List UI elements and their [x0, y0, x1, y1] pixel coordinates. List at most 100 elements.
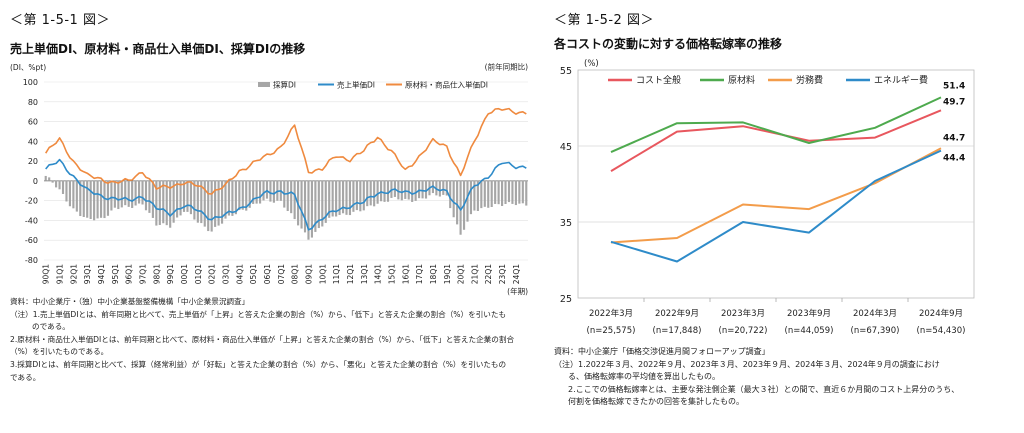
saisan-di-bar [345, 180, 348, 215]
legend-swatch [258, 82, 270, 87]
x-tick-label: 2023年9月 [787, 308, 831, 319]
y-axis-label: (%) [584, 59, 599, 69]
saisan-di-bar [411, 180, 414, 202]
right-note-line: 2.ここでの価格転嫁率とは、主要な発注側企業（最大３社）との間で、直近６か月間の… [568, 384, 960, 394]
saisan-di-bar [245, 180, 248, 211]
x-tick-label: 22Q1 [484, 264, 493, 284]
x-tick-label: 90Q1 [42, 264, 51, 284]
saisan-di-bar [362, 180, 365, 211]
saisan-di-bar [324, 180, 327, 223]
saisan-di-bar [207, 180, 210, 232]
x-tick-label: 96Q1 [125, 264, 134, 284]
saisan-di-bar [86, 180, 89, 218]
saisan-di-bar [148, 180, 151, 213]
saisan-di-bar [286, 180, 289, 212]
x-tick-label: 13Q1 [360, 264, 369, 284]
saisan-di-bar [141, 180, 144, 205]
saisan-di-bar [379, 180, 383, 202]
x-tick-label: 2022年3月 [589, 308, 633, 319]
y-tick-label: 40 [28, 137, 38, 146]
saisan-di-bar [480, 180, 483, 209]
saisan-di-bar [518, 180, 521, 204]
legend-label: コスト全般 [636, 74, 681, 86]
x-tick-label: 94Q1 [97, 264, 106, 284]
saisan-di-bar [113, 180, 116, 208]
saisan-di-bar [400, 180, 403, 201]
saisan-di-bar [151, 180, 154, 218]
x-tick-label: 93Q1 [83, 264, 92, 284]
saisan-di-bar [89, 180, 92, 220]
saisan-di-bar [521, 180, 524, 204]
x-tick-label: 14Q1 [374, 264, 383, 284]
legend-label: 売上単価DI [337, 80, 375, 90]
saisan-di-bar [55, 180, 58, 188]
x-tick-label: 07Q1 [277, 264, 286, 284]
saisan-di-bar [75, 180, 78, 212]
saisan-di-bar [511, 180, 514, 204]
saisan-di-bar [255, 180, 258, 204]
x-tick-label: 2023年3月 [721, 308, 765, 319]
x-tick-label: 99Q1 [166, 264, 175, 284]
right-note-line: 何割を価格転嫁できたかの回答を集計したもの。 [568, 397, 744, 407]
left-note-line: （注）1.売上単価DIとは、前年同期と比べて、売上単価が「上昇」と答えた企業の割… [10, 309, 507, 319]
x-sub-label: (n=17,848) [653, 326, 702, 336]
saisan-di-bar [169, 180, 172, 228]
saisan-di-bar [103, 180, 106, 219]
saisan-di-bar [186, 180, 189, 212]
saisan-di-bar [262, 180, 265, 201]
saisan-di-bar [72, 180, 75, 209]
left-figure-title: 売上単価DI、原材料・商品仕入単価DI、採算DIの推移 [10, 42, 306, 56]
saisan-di-bar [48, 177, 51, 181]
y-tick-label: 100 [23, 78, 38, 87]
saisan-di-bar [483, 180, 486, 207]
saisan-di-bar [348, 180, 352, 216]
x-tick-label: 11Q1 [332, 264, 341, 284]
y-tick-label: 35 [560, 218, 572, 229]
x-tick-label: 2024年9月 [919, 308, 963, 319]
saisan-di-bar [331, 180, 334, 217]
saisan-di-bar [421, 180, 424, 199]
x-tick-label: 98Q1 [152, 264, 161, 284]
y-axis-label: (DI、%pt) [10, 63, 46, 72]
end-value-label: 49.7 [943, 97, 965, 107]
left-figure-number: ＜第 1-5-1 図＞ [10, 13, 110, 28]
sales-di-line [45, 158, 527, 231]
x-tick-label: 15Q1 [387, 264, 396, 284]
legend-label: 採算DI [273, 80, 296, 90]
saisan-di-bar [487, 180, 490, 208]
saisan-di-bar [238, 180, 241, 211]
saisan-di-bar [134, 180, 137, 206]
saisan-di-bar [193, 180, 196, 220]
y-tick-label: -80 [25, 256, 38, 265]
y-tick-label: 20 [28, 157, 38, 166]
saisan-di-bar [99, 180, 103, 218]
saisan-di-bar [258, 180, 262, 204]
end-value-label: 51.4 [943, 81, 965, 91]
saisan-di-bar [473, 180, 476, 211]
x-tick-label: 91Q1 [56, 264, 65, 284]
saisan-di-bar [110, 180, 113, 211]
saisan-di-bar [341, 180, 345, 214]
x-tick-label: 05Q1 [249, 264, 258, 284]
saisan-di-bar [366, 180, 369, 207]
saisan-di-bar [314, 180, 317, 232]
saisan-di-bar [335, 180, 338, 217]
left-di-chart: (DI、%pt) (前年同期比) -80 -60 -40 -20 0 20 40 60 80 100 9… [10, 62, 528, 296]
saisan-di-bar [96, 180, 99, 219]
y-tick-label: 60 [28, 118, 38, 127]
legend-label: 労務費 [796, 74, 823, 86]
left-note-line: である。 [10, 372, 41, 382]
saisan-di-bar [494, 180, 497, 204]
saisan-di-bar [449, 180, 452, 209]
saisan-di-bar [456, 180, 459, 225]
saisan-di-bar [383, 180, 386, 202]
saisan-di-bar [290, 180, 293, 214]
right-note-line: 資料：中小企業庁「価格交渉促進月間フォローアップ調査」 [554, 347, 770, 356]
x-tick-label: 95Q1 [111, 264, 120, 284]
x-tick-label: 97Q1 [139, 264, 148, 284]
saisan-di-bar [414, 180, 417, 201]
left-note-line: （%）を引いたものである。 [10, 347, 109, 357]
x-tick-label: 03Q1 [222, 264, 231, 284]
x-tick-label: 06Q1 [263, 264, 272, 284]
saisan-di-bar [386, 180, 390, 202]
